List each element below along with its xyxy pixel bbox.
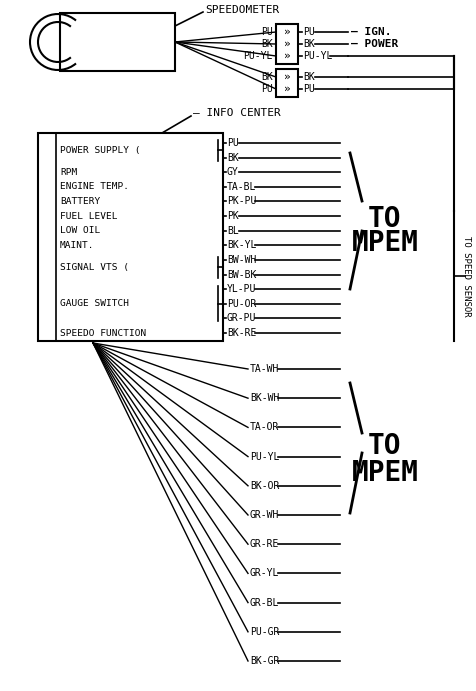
Text: »: » xyxy=(283,39,290,49)
Text: SPEEDO FUNCTION: SPEEDO FUNCTION xyxy=(60,328,146,337)
FancyBboxPatch shape xyxy=(276,69,298,97)
Text: BK-RE: BK-RE xyxy=(227,328,256,338)
Text: PU-GR: PU-GR xyxy=(249,627,279,637)
Text: »: » xyxy=(283,27,290,37)
Text: GR-YL: GR-YL xyxy=(249,569,279,578)
Text: PU: PU xyxy=(302,27,314,37)
Text: PU: PU xyxy=(302,84,314,94)
Text: »: » xyxy=(283,84,290,94)
Text: — IGN.: — IGN. xyxy=(350,27,391,37)
Text: PU-YL: PU-YL xyxy=(302,51,332,61)
Text: PU-OR: PU-OR xyxy=(227,299,256,309)
Text: — POWER: — POWER xyxy=(350,39,397,49)
Text: TA-BL: TA-BL xyxy=(227,182,256,192)
Text: RPM: RPM xyxy=(60,168,77,177)
Text: FUEL LEVEL: FUEL LEVEL xyxy=(60,211,117,220)
FancyBboxPatch shape xyxy=(60,13,175,71)
Text: GAUGE SWITCH: GAUGE SWITCH xyxy=(60,299,129,308)
Text: GR-BL: GR-BL xyxy=(249,598,279,607)
Text: BK-GR: BK-GR xyxy=(249,656,279,666)
Text: BW-WH: BW-WH xyxy=(227,255,256,265)
Text: GY: GY xyxy=(227,167,238,177)
Text: TO SPEED SENSOR: TO SPEED SENSOR xyxy=(462,236,470,316)
Text: BK: BK xyxy=(302,39,314,49)
Text: TO: TO xyxy=(367,205,401,233)
Text: TO: TO xyxy=(367,432,401,460)
Text: GR-RE: GR-RE xyxy=(249,539,279,549)
Text: BK: BK xyxy=(227,153,238,162)
Text: TA-OR: TA-OR xyxy=(249,422,279,433)
Text: TA-WH: TA-WH xyxy=(249,364,279,374)
Text: BK: BK xyxy=(261,72,272,82)
Text: YL-PU: YL-PU xyxy=(227,284,256,294)
Text: PU: PU xyxy=(227,138,238,148)
Text: »: » xyxy=(283,72,290,82)
FancyBboxPatch shape xyxy=(38,133,223,341)
Text: MAINT.: MAINT. xyxy=(60,240,94,250)
Text: POWER SUPPLY (: POWER SUPPLY ( xyxy=(60,146,140,155)
Text: PK: PK xyxy=(227,211,238,221)
Text: SIGNAL VTS (: SIGNAL VTS ( xyxy=(60,263,129,272)
Text: BK: BK xyxy=(302,72,314,82)
Text: PU: PU xyxy=(261,27,272,37)
Text: MPEM: MPEM xyxy=(351,459,417,487)
Text: BW-BK: BW-BK xyxy=(227,269,256,280)
Text: — INFO CENTER: — INFO CENTER xyxy=(193,108,280,118)
Text: LOW OIL: LOW OIL xyxy=(60,226,100,235)
Text: PU: PU xyxy=(261,84,272,94)
Text: SPEEDOMETER: SPEEDOMETER xyxy=(205,5,278,15)
Text: PU-YL: PU-YL xyxy=(243,51,272,61)
Text: PK-PU: PK-PU xyxy=(227,196,256,207)
Text: BK-OR: BK-OR xyxy=(249,481,279,491)
Text: »: » xyxy=(283,51,290,61)
Text: GR-PU: GR-PU xyxy=(227,314,256,323)
Text: BL: BL xyxy=(227,226,238,236)
Text: BATTERY: BATTERY xyxy=(60,197,100,206)
Text: GR-WH: GR-WH xyxy=(249,510,279,520)
Text: ENGINE TEMP.: ENGINE TEMP. xyxy=(60,182,129,191)
Text: BK-YL: BK-YL xyxy=(227,240,256,250)
Text: PU-YL: PU-YL xyxy=(249,452,279,462)
Text: BK-WH: BK-WH xyxy=(249,393,279,404)
FancyBboxPatch shape xyxy=(276,24,298,64)
Text: MPEM: MPEM xyxy=(351,229,417,257)
Text: BK: BK xyxy=(261,39,272,49)
